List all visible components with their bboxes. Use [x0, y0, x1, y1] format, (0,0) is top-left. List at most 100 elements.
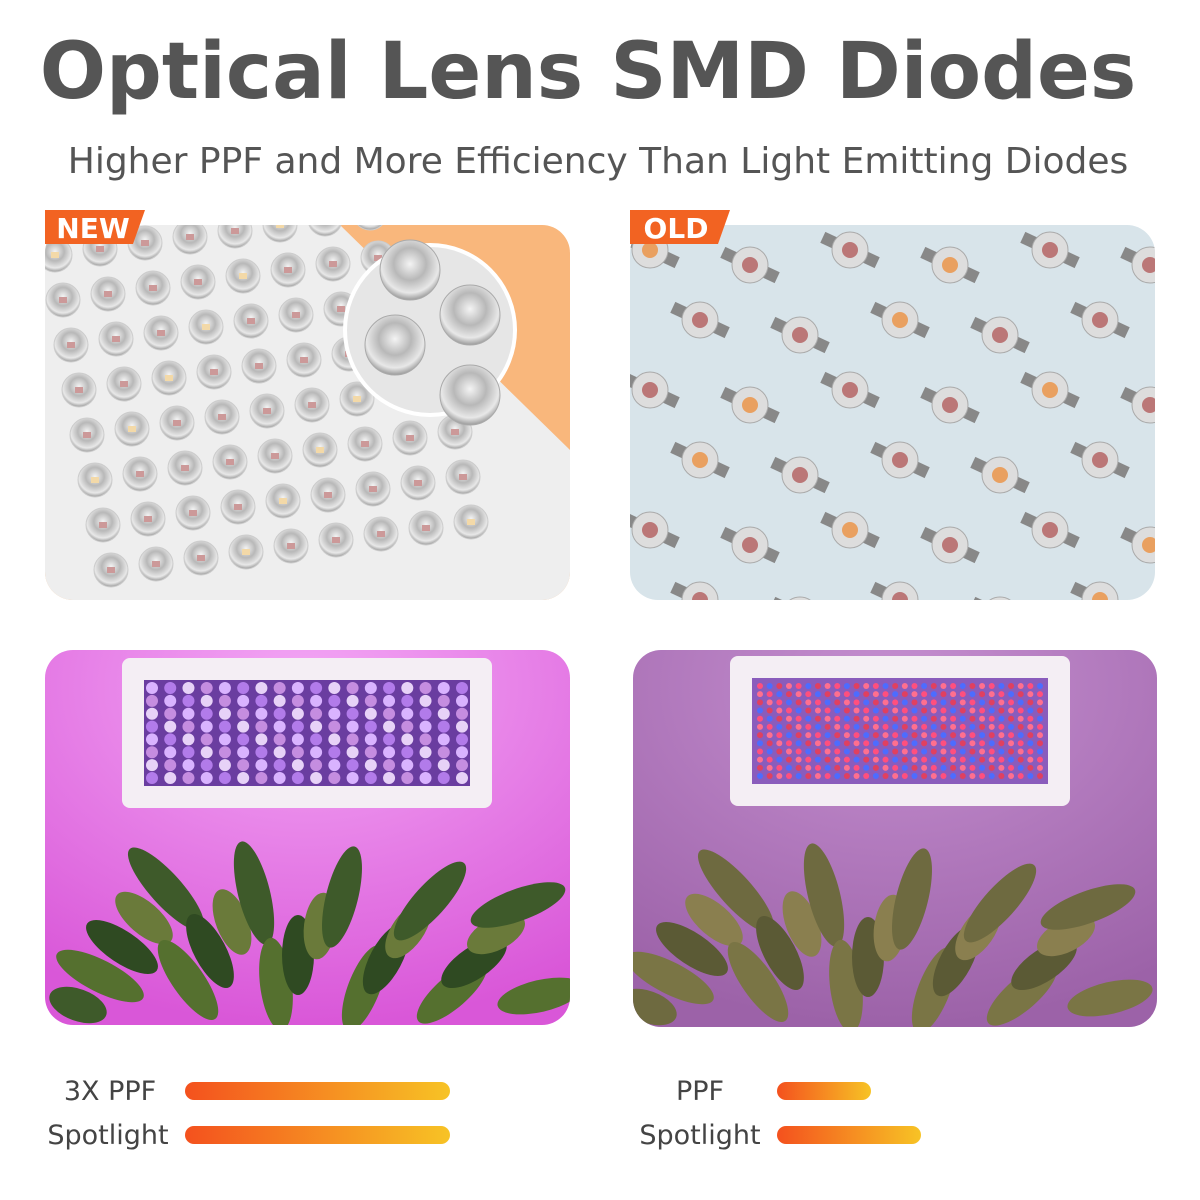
- diode: [200, 720, 213, 733]
- led-chip: [1042, 522, 1058, 538]
- diode: [1008, 723, 1015, 730]
- diode: [200, 707, 213, 720]
- diode: [979, 773, 986, 779]
- diode: [1017, 740, 1024, 747]
- chip: [91, 477, 99, 483]
- diode: [824, 683, 831, 689]
- diode: [1027, 773, 1034, 779]
- diode: [200, 694, 213, 707]
- diode: [364, 772, 377, 784]
- lens: [262, 225, 298, 243]
- diode: [834, 715, 841, 722]
- diode: [785, 773, 792, 779]
- diode: [766, 723, 773, 730]
- diode: [255, 746, 268, 759]
- old-badge-bg: [630, 210, 730, 244]
- leaf: [727, 942, 789, 1022]
- diode: [383, 772, 396, 784]
- leaf: [322, 846, 362, 948]
- diode: [291, 733, 304, 746]
- diode: [200, 772, 213, 784]
- diode: [805, 723, 812, 730]
- diode: [979, 683, 986, 689]
- diode: [892, 740, 899, 747]
- leaf: [803, 843, 845, 947]
- diode: [401, 759, 414, 772]
- diode: [1037, 756, 1043, 763]
- diode: [940, 773, 947, 779]
- diode: [979, 732, 986, 739]
- diode: [383, 694, 396, 707]
- diode: [255, 733, 268, 746]
- diode: [1037, 773, 1043, 779]
- diode: [979, 756, 986, 763]
- diode: [401, 694, 414, 707]
- diode: [834, 756, 841, 763]
- diode: [940, 699, 947, 706]
- led-chip: [842, 382, 858, 398]
- diode: [911, 715, 918, 722]
- diode: [969, 756, 976, 763]
- chip: [300, 357, 308, 363]
- diode: [795, 732, 802, 739]
- diode: [456, 759, 468, 772]
- diode: [164, 720, 177, 733]
- chip: [149, 285, 157, 291]
- diode: [346, 733, 359, 746]
- diode: [785, 764, 792, 771]
- diode: [863, 748, 870, 755]
- diode: [164, 733, 177, 746]
- diode: [273, 759, 286, 772]
- diode: [383, 707, 396, 720]
- diode: [1008, 756, 1015, 763]
- diode: [766, 715, 773, 722]
- diode: [843, 756, 850, 763]
- led-chip: [1142, 257, 1155, 273]
- diode: [200, 733, 213, 746]
- diode: [979, 748, 986, 755]
- diode: [795, 740, 802, 747]
- chip: [96, 246, 104, 252]
- chip: [467, 519, 475, 525]
- diode: [998, 723, 1005, 730]
- diode: [1037, 691, 1043, 698]
- diode: [776, 732, 783, 739]
- diode: [824, 756, 831, 763]
- diode: [824, 691, 831, 698]
- leaf: [186, 914, 234, 988]
- diode: [988, 748, 995, 755]
- diode: [921, 740, 928, 747]
- diode: [1037, 723, 1043, 730]
- lens: [307, 225, 343, 237]
- diode: [805, 732, 812, 739]
- diode: [328, 707, 341, 720]
- diode: [795, 756, 802, 763]
- diode: [940, 740, 947, 747]
- diode: [757, 723, 763, 730]
- diode: [872, 773, 879, 779]
- diode: [273, 746, 286, 759]
- diode: [291, 759, 304, 772]
- diode: [863, 732, 870, 739]
- led-chip: [1192, 467, 1200, 483]
- diode: [1017, 715, 1024, 722]
- diode: [824, 773, 831, 779]
- led-chip: [942, 257, 958, 273]
- chip: [141, 240, 149, 246]
- led-chip: [992, 467, 1008, 483]
- diode: [456, 694, 468, 707]
- diode: [950, 764, 957, 771]
- leaf: [685, 893, 743, 947]
- chip: [144, 516, 152, 522]
- diode: [1008, 715, 1015, 722]
- diode: [164, 746, 177, 759]
- diode: [814, 756, 821, 763]
- diode: [776, 740, 783, 747]
- chip: [276, 225, 284, 228]
- diode: [805, 740, 812, 747]
- diode: [328, 694, 341, 707]
- diode: [921, 715, 928, 722]
- led-chip: [1092, 452, 1108, 468]
- diode: [364, 733, 377, 746]
- diode: [437, 694, 450, 707]
